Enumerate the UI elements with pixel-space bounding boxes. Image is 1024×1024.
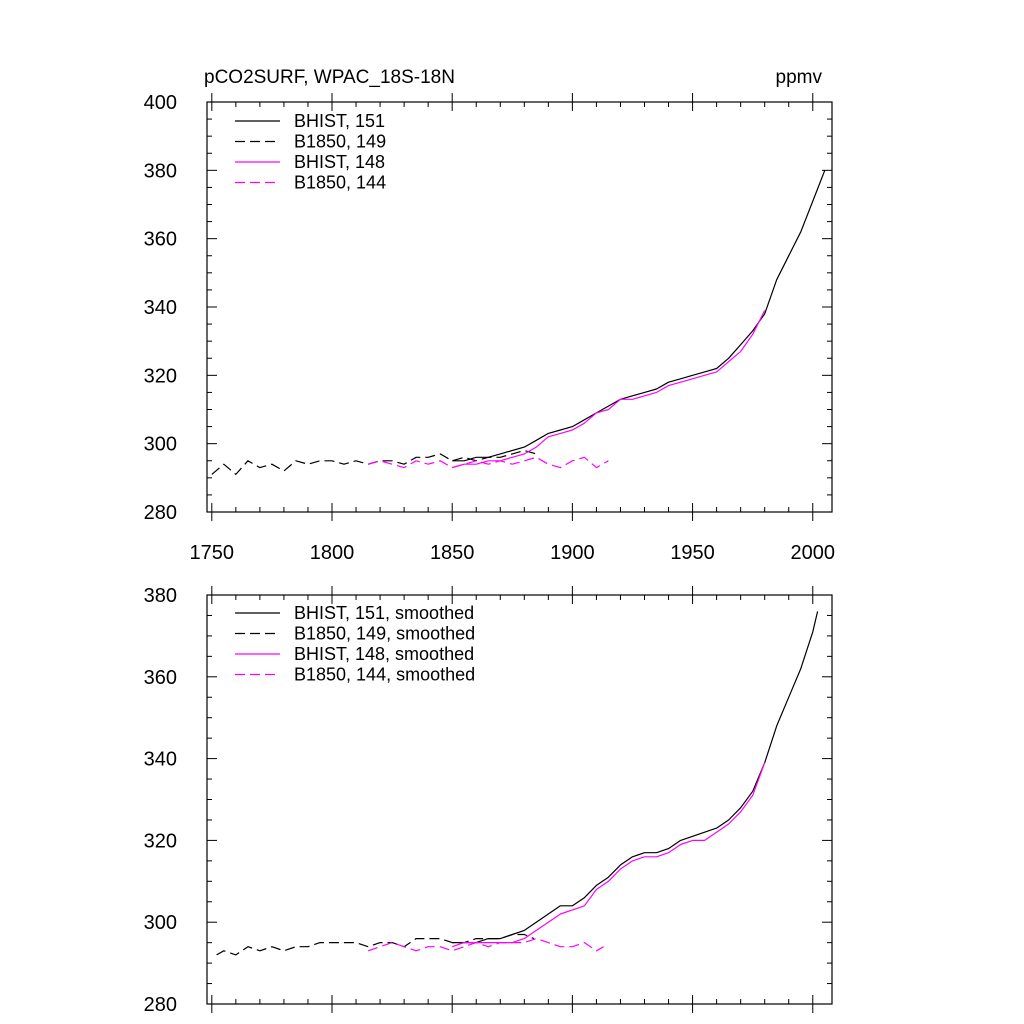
legend-label: BHIST, 151 [294,111,385,131]
top-panel: 1750 1800 1850 1900 1950 2000 280 300 320 340 360 3… [144,67,835,564]
series-line [452,762,766,948]
series-line [216,933,535,956]
legend-label: B1850, 149, smoothed [294,624,475,644]
x-tick-label: 1850 [430,542,475,564]
series-line [367,937,604,952]
y-tick-label: 300 [144,912,177,934]
legend-label: BHIST, 148 [294,152,385,172]
y-tick-label: 400 [144,92,177,114]
legend-label: B1850, 144, smoothed [294,665,475,685]
y-tick-label: 380 [144,160,177,182]
x-tick-label: 1900 [550,542,595,564]
x-tick-label: 2000 [791,542,836,564]
y-tick-label: 380 [144,585,177,607]
y-tick-label: 320 [144,830,177,852]
x-tick-label: 1750 [190,542,235,564]
series-line [367,456,609,469]
legend-label: BHIST, 148, smoothed [294,644,474,664]
y-tick-label: 360 [144,667,177,689]
units-label: ppmv [776,67,823,88]
legend-label: B1850, 144 [294,173,386,193]
x-tick-label: 1800 [310,542,355,564]
y-tick-label: 340 [144,297,177,319]
y-tick-label: 300 [144,434,177,456]
y-tick-label: 280 [144,502,177,524]
series-line [452,170,826,462]
legend-label: BHIST, 151, smoothed [294,603,474,623]
series-line [452,310,766,469]
legend-label: B1850, 149 [294,132,386,152]
y-tick-label: 360 [144,229,177,251]
x-tick-label: 1950 [670,542,715,564]
y-tick-label: 280 [144,994,177,1016]
chart-title: pCO2SURF, WPAC_18S-18N [204,67,455,88]
series-line [452,611,819,944]
y-tick-label: 340 [144,749,177,771]
y-tick-label: 320 [144,365,177,387]
